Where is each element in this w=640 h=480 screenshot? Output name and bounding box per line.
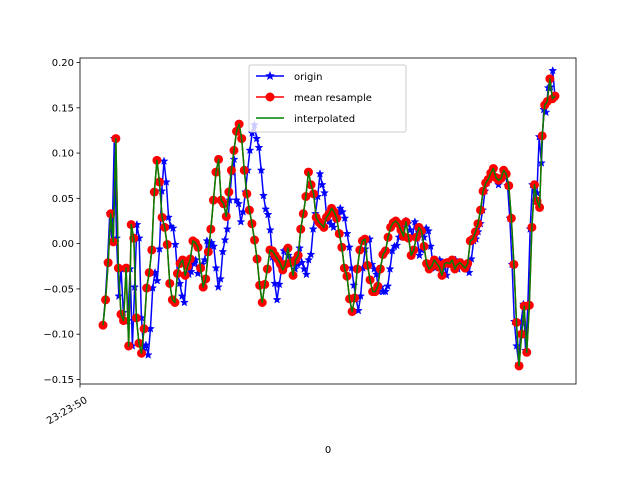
data-point-origin — [170, 239, 180, 249]
data-point-origin — [548, 65, 558, 75]
y-tick-label: 0.00 — [52, 239, 74, 250]
axes: −0.15 −0.10 −0.05 0.00 0.05 0.10 0.15 0.20 — [43, 57, 577, 388]
series-interpolated — [102, 78, 556, 367]
plot-area — [98, 65, 560, 371]
data-point-origin — [168, 223, 178, 233]
data-point-origin — [308, 224, 318, 233]
data-point-origin — [220, 235, 230, 244]
data-point-origin — [157, 186, 167, 195]
data-point-origin — [301, 269, 311, 279]
legend-entry-mean-resample: mean resample — [256, 92, 372, 104]
data-point-origin — [315, 169, 325, 178]
data-point-origin — [541, 107, 551, 117]
legend-label-mean-resample: mean resample — [294, 93, 372, 104]
data-point-origin — [272, 295, 282, 304]
data-point-origin — [414, 250, 424, 260]
data-point-origin — [252, 133, 262, 143]
data-point-origin — [207, 238, 216, 247]
data-point-origin — [256, 165, 266, 175]
data-point-origin — [419, 232, 429, 242]
data-point-origin — [349, 280, 359, 290]
data-point-origin — [234, 199, 244, 208]
data-point-origin — [222, 224, 232, 233]
data-point-origin — [152, 276, 162, 285]
data-point-origin — [236, 217, 246, 226]
y-tick-label: −0.10 — [43, 330, 74, 341]
data-point-origin — [265, 225, 275, 234]
legend-circle-marker — [265, 92, 275, 102]
legend: origin mean resample interpolated — [248, 64, 407, 133]
legend-label-origin: origin — [294, 72, 322, 83]
data-point-origin — [245, 145, 255, 155]
data-point-origin — [114, 291, 124, 300]
series-line-interpolated — [102, 78, 556, 367]
legend-frame — [248, 64, 407, 133]
y-tick-label: −0.05 — [43, 284, 74, 295]
data-point-origin — [211, 263, 221, 272]
y-tick-label: 0.10 — [52, 149, 74, 160]
data-point-origin — [216, 274, 225, 283]
data-point-origin — [344, 242, 354, 252]
data-point-origin — [213, 282, 223, 291]
data-point-origin — [340, 213, 350, 223]
data-point-origin — [177, 291, 187, 300]
data-point-origin — [263, 209, 273, 219]
legend-entry-origin: origin — [256, 70, 322, 83]
data-point-origin — [283, 250, 293, 260]
data-point-origin — [229, 154, 239, 164]
y-tick-label: −0.15 — [43, 375, 74, 386]
legend-label-interpolated: interpolated — [294, 114, 355, 125]
legend-star-marker — [265, 70, 275, 81]
data-point-origin — [261, 204, 271, 214]
data-point-origin — [335, 203, 345, 213]
y-tick-label: 0.20 — [52, 58, 74, 69]
y-tick-label: 0.15 — [52, 103, 74, 114]
data-point-origin — [209, 241, 219, 251]
data-point-origin — [299, 264, 309, 273]
data-point-origin — [258, 190, 268, 200]
data-point-origin — [306, 249, 316, 259]
data-point-origin — [304, 255, 314, 264]
data-point-origin — [179, 297, 189, 307]
data-point-origin — [342, 228, 352, 238]
data-point-origin — [231, 195, 241, 204]
axes-frame — [79, 57, 577, 385]
data-point-origin — [218, 247, 228, 256]
data-point-origin — [320, 188, 329, 197]
data-point-origin — [329, 222, 338, 232]
data-point-origin — [385, 264, 395, 273]
legend-entry-interpolated: interpolated — [256, 114, 355, 125]
data-point-origin — [254, 142, 264, 152]
data-point-origin — [392, 240, 402, 250]
data-point-origin — [155, 244, 164, 253]
data-point-origin — [383, 281, 393, 291]
data-point-origin — [317, 180, 327, 189]
data-point-origin — [274, 279, 284, 289]
data-point-origin — [270, 278, 280, 288]
data-point-origin — [338, 207, 348, 216]
y-tick-label: 0.05 — [52, 194, 74, 205]
x-axis-label: 0 — [325, 445, 331, 456]
data-point-origin — [410, 217, 420, 226]
data-point-origin — [512, 341, 522, 350]
data-point-origin — [381, 286, 390, 296]
